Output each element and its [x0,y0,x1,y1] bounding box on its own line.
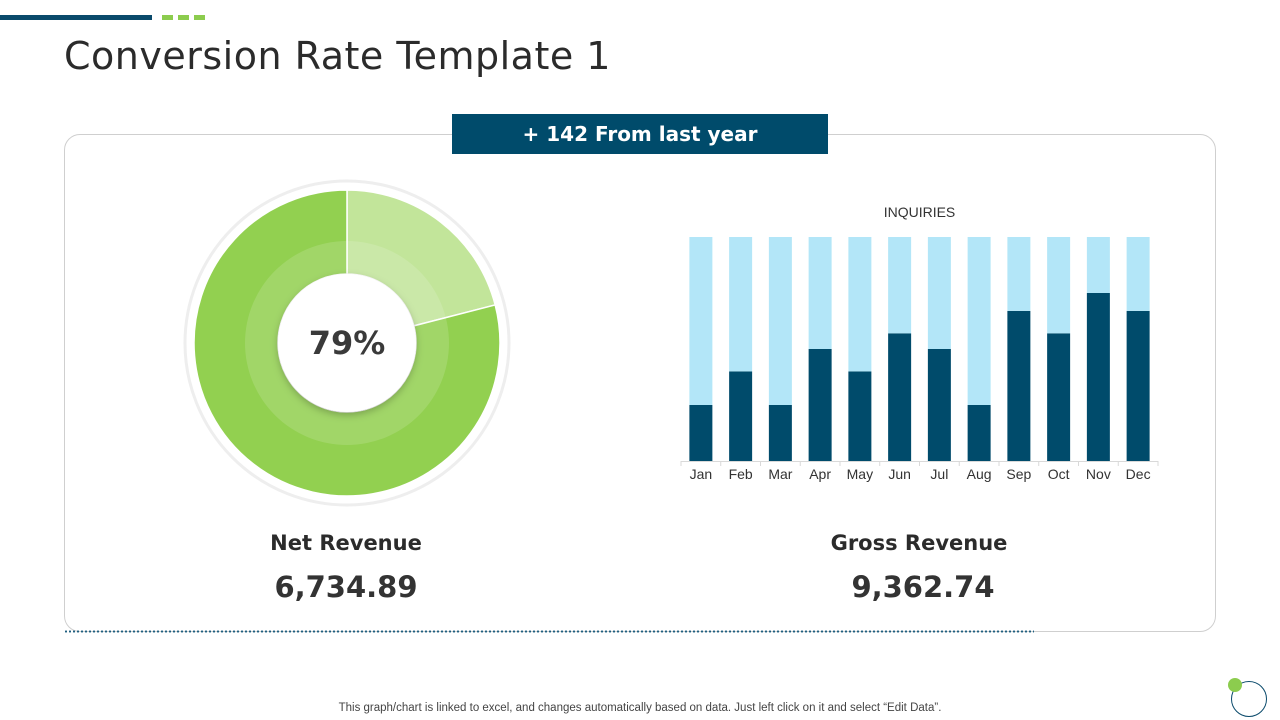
x-tick-label-apr: Apr [809,466,831,482]
x-tick-label-feb: Feb [729,466,753,482]
bar-converted-aug[interactable] [967,405,991,461]
growth-banner: + 142 From last year [452,114,828,154]
gross-revenue-value: 9,362.74 [851,570,995,604]
inquiries-bar-chart[interactable]: INQUIRIES Jan Feb Mar Apr May Jun Jul Aug Sep Oct N… [676,196,1168,496]
x-tick-label-oct: Oct [1048,466,1070,482]
bar-converted-jun[interactable] [888,333,912,461]
donut-center-label: 79% [308,324,386,362]
bar-inquiries-jun[interactable] [888,237,912,334]
gross-revenue-label: Gross Revenue [830,531,1008,555]
net-revenue-value: 6,734.89 [274,570,418,604]
x-tick-label-sep: Sep [1006,466,1031,482]
header-accent-bar [0,15,152,20]
corner-circle-icon [1231,681,1267,717]
bar-inquiries-jan[interactable] [689,237,713,405]
conversion-donut-chart[interactable]: 79% [182,178,512,508]
bar-converted-nov[interactable] [1086,293,1110,461]
x-tick-label-may: May [847,466,873,482]
footnote: This graph/chart is linked to excel, and… [338,702,942,714]
bar-inquiries-nov[interactable] [1086,237,1110,293]
x-tick-label-jul: Jul [930,466,948,482]
bar-inquiries-apr[interactable] [808,237,832,349]
bar-converted-oct[interactable] [1047,333,1071,461]
bar-converted-dec[interactable] [1126,310,1150,461]
donut-svg [183,179,511,507]
donut-center [278,274,416,412]
corner-dot-icon [1228,678,1242,692]
bar-inquiries-feb[interactable] [729,237,753,372]
bar-chart-title: INQUIRIES [884,204,956,220]
bar-inquiries-aug[interactable] [967,237,991,405]
x-tick-label-mar: Mar [768,466,792,482]
x-tick-label-dec: Dec [1126,466,1151,482]
bar-inquiries-jul[interactable] [927,237,951,349]
bar-inquiries-oct[interactable] [1047,237,1071,334]
bar-converted-jul[interactable] [927,349,951,461]
bar-inquiries-may[interactable] [848,237,872,372]
x-tick-label-jun: Jun [888,466,911,482]
net-revenue-label: Net Revenue [270,531,422,555]
bar-inquiries-mar[interactable] [768,237,792,405]
x-tick-label-jan: Jan [690,466,713,482]
page-title: Conversion Rate Template 1 [64,34,611,78]
bar-converted-apr[interactable] [808,349,832,461]
header-accent-dash [194,15,205,20]
donut-outer-ring [183,179,511,507]
bar-converted-jan[interactable] [689,405,713,461]
x-tick-label-nov: Nov [1086,466,1111,482]
header-accent-dash [162,15,173,20]
bar-converted-mar[interactable] [768,405,792,461]
bar-converted-sep[interactable] [1007,310,1031,461]
dotted-divider [64,630,1034,633]
x-tick-label-aug: Aug [967,466,992,482]
bar-converted-may[interactable] [848,371,872,461]
header-accent-dash [178,15,189,20]
bar-inquiries-dec[interactable] [1126,237,1150,311]
bar-svg: INQUIRIES Jan Feb Mar Apr May Jun Jul Aug Sep Oct N… [680,204,1159,482]
bar-converted-feb[interactable] [729,371,753,461]
bar-inquiries-sep[interactable] [1007,237,1031,311]
